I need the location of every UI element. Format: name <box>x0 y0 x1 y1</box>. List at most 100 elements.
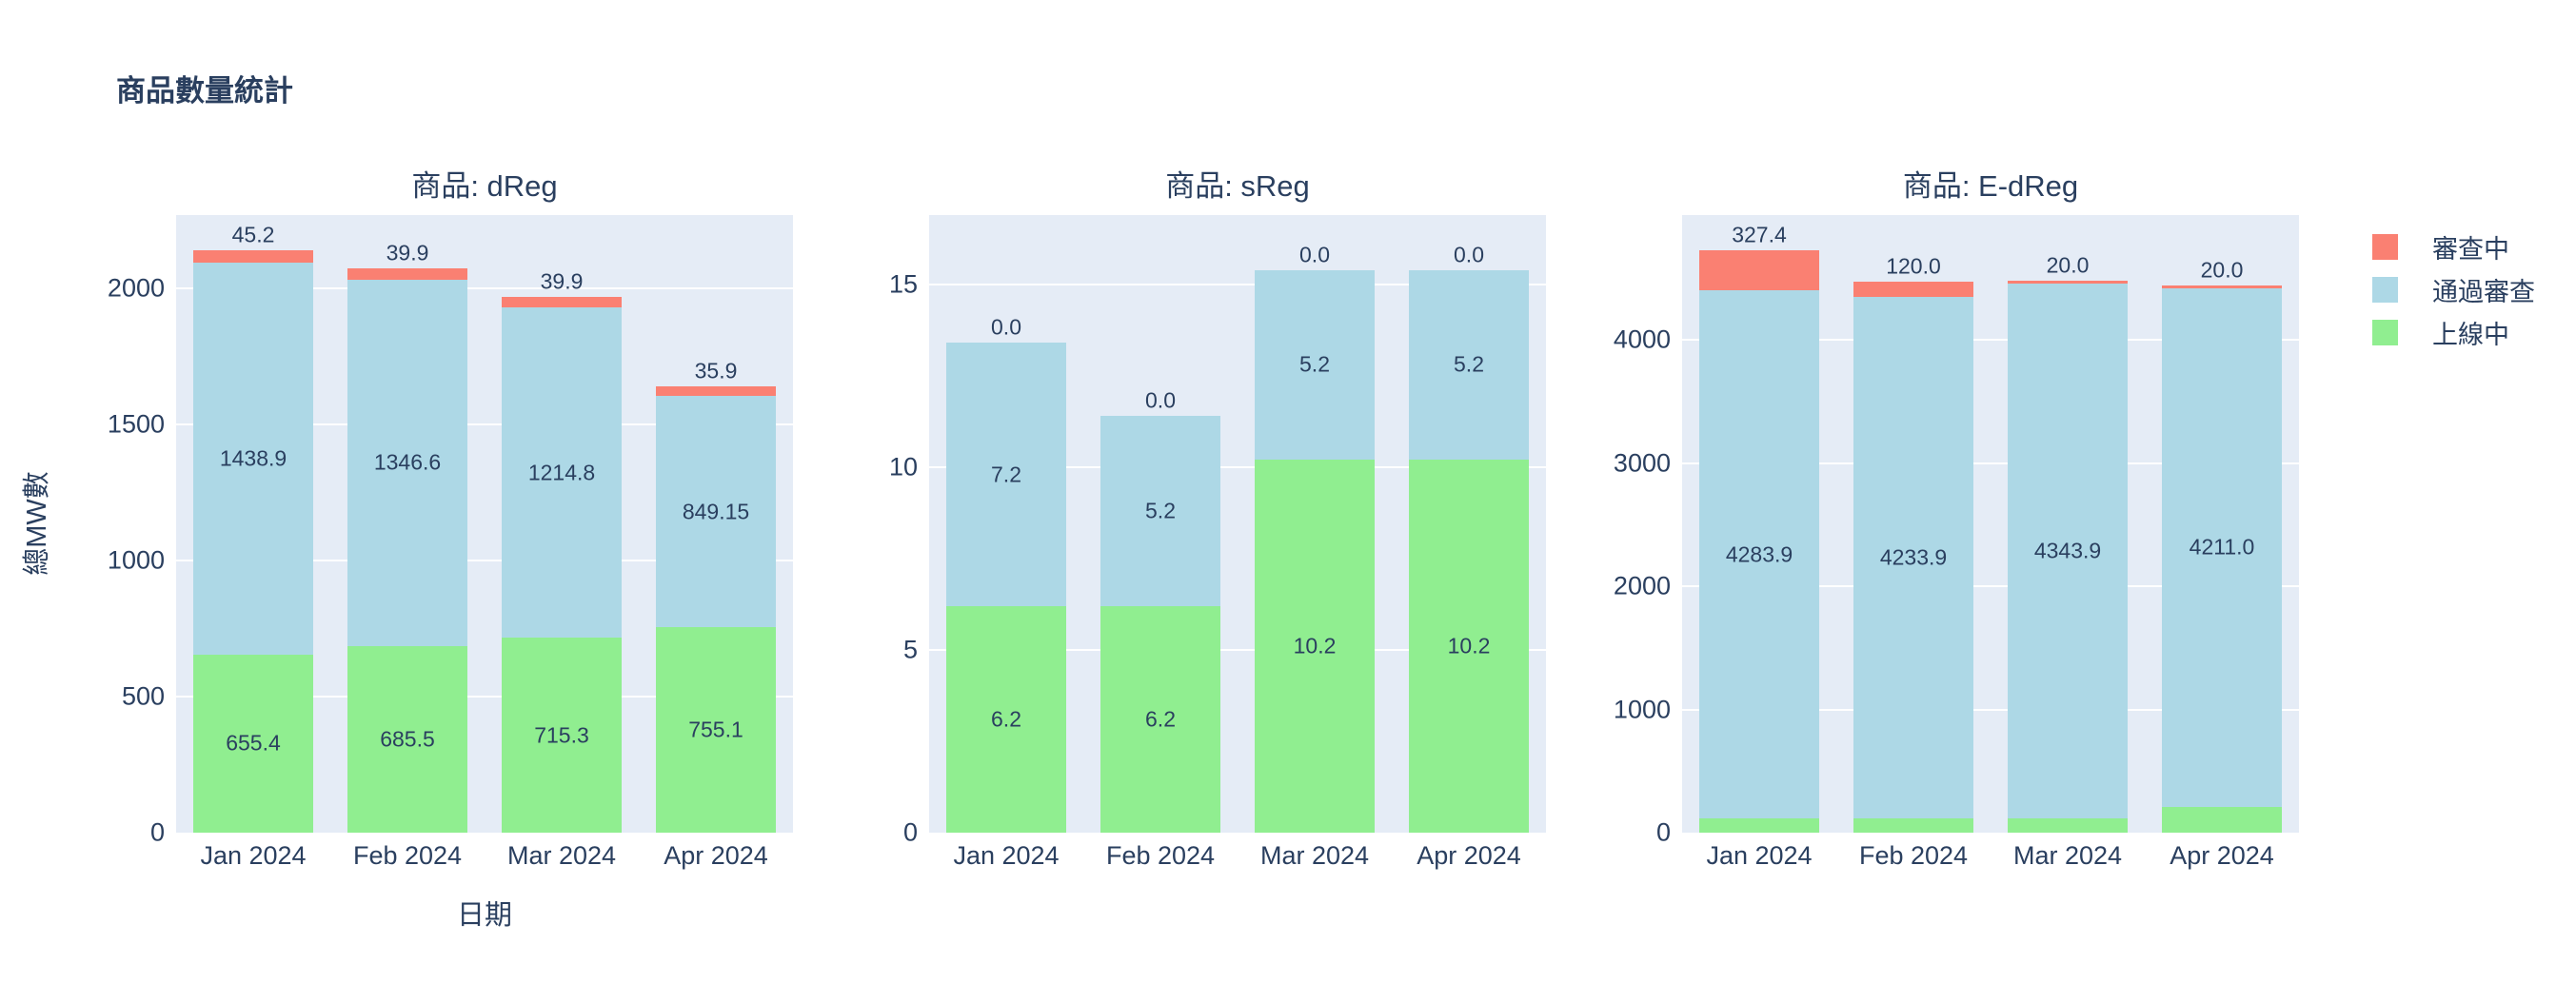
bar-segment-審查中[interactable] <box>1699 249 1819 291</box>
gridline <box>176 423 793 425</box>
bar-segment-審查中[interactable] <box>2008 281 2128 284</box>
gridline <box>1682 462 2299 464</box>
bar-value-label: 755.1 <box>688 717 743 742</box>
y-tick-label: 3000 <box>1613 448 1671 478</box>
bar-segment-通過審查[interactable] <box>1100 416 1220 606</box>
bar-value-label: 39.9 <box>540 268 584 294</box>
legend-item-1[interactable]: 審查中 <box>2372 226 2509 268</box>
bar-value-label: 4343.9 <box>2033 538 2102 563</box>
bar-segment-通過審查[interactable] <box>1409 269 1529 461</box>
bar-segment-通過審查[interactable] <box>1255 269 1375 461</box>
bar-value-label: 120.0 <box>1886 253 1941 279</box>
bar-value-label: 10.2 <box>1293 633 1337 659</box>
bar-value-label: 45.2 <box>231 222 275 247</box>
y-tick-label: 5 <box>902 635 918 664</box>
legend-item-3[interactable]: 上線中 <box>2372 311 2509 354</box>
bar-segment-通過審查[interactable] <box>1699 290 1819 818</box>
legend-swatch <box>2372 320 2398 345</box>
bar-value-label: 35.9 <box>694 358 738 384</box>
y-tick-label: 1500 <box>107 409 165 439</box>
bar-value-label: 327.4 <box>1732 222 1787 247</box>
bar-value-label: 1214.8 <box>527 460 596 485</box>
x-tick-label: Feb 2024 <box>1105 841 1216 870</box>
gridline <box>176 286 793 289</box>
bar-value-label: 4233.9 <box>1879 544 1948 570</box>
bar-segment-上線中[interactable] <box>946 605 1066 833</box>
bar-segment-審查中[interactable] <box>193 250 313 263</box>
bar-segment-上線中[interactable] <box>1853 817 1973 833</box>
bar-segment-通過審查[interactable] <box>946 343 1066 606</box>
x-tick-label: Apr 2024 <box>1417 841 1521 870</box>
x-tick-label: Apr 2024 <box>2170 841 2274 870</box>
gridline <box>929 283 1546 285</box>
bar-value-label: 6.2 <box>991 706 1021 732</box>
bar-segment-上線中[interactable] <box>502 638 622 833</box>
legend-item-label: 通過審查 <box>2432 278 2535 306</box>
bar-value-label: 715.3 <box>534 722 589 748</box>
bar-segment-通過審查[interactable] <box>2008 283 2128 818</box>
x-tick-label: Jan 2024 <box>1706 841 1813 870</box>
bar-segment-審查中[interactable] <box>2162 285 2282 288</box>
gridline <box>176 695 793 698</box>
legend-item-label: 上線中 <box>2432 321 2509 349</box>
gridline <box>1682 339 2299 342</box>
bar-value-label: 4283.9 <box>1725 541 1793 567</box>
y-axis-title: 總MW數 <box>22 471 52 576</box>
bar-value-label: 20.0 <box>2200 257 2244 283</box>
x-tick-label: Jan 2024 <box>200 841 307 870</box>
x-tick-label: Mar 2024 <box>2012 841 2123 870</box>
x-tick-label: Feb 2024 <box>352 841 463 870</box>
subplot-title-dReg: 商品: dReg <box>411 169 558 203</box>
y-tick-label: 10 <box>888 452 918 482</box>
bar-segment-通過審查[interactable] <box>347 279 467 646</box>
bar-segment-上線中[interactable] <box>2162 807 2282 833</box>
bar-value-label: 5.2 <box>1299 351 1330 377</box>
bar-value-label: 0.0 <box>991 314 1021 340</box>
bar-segment-上線中[interactable] <box>1409 460 1529 833</box>
bar-segment-上線中[interactable] <box>656 627 776 833</box>
y-tick-label: 500 <box>121 681 165 711</box>
x-tick-label: Jan 2024 <box>953 841 1060 870</box>
bar-value-label: 5.2 <box>1454 351 1484 377</box>
bar-value-label: 1346.6 <box>373 449 442 475</box>
bar-segment-審查中[interactable] <box>1853 282 1973 297</box>
bar-segment-審查中[interactable] <box>656 385 776 397</box>
subplot-title-sReg: 商品: sReg <box>1165 169 1310 203</box>
subplot-title-E-dReg: 商品: E-dReg <box>1902 169 2079 203</box>
bar-segment-通過審查[interactable] <box>1853 296 1973 818</box>
y-tick-label: 1000 <box>107 545 165 575</box>
gridline <box>1682 585 2299 588</box>
bar-segment-上線中[interactable] <box>1255 460 1375 833</box>
bar-segment-審查中[interactable] <box>347 268 467 280</box>
y-tick-label: 1000 <box>1613 695 1671 724</box>
bar-segment-上線中[interactable] <box>1100 605 1220 833</box>
y-tick-label: 2000 <box>107 273 165 303</box>
bar-segment-通過審查[interactable] <box>656 396 776 627</box>
bar-value-label: 6.2 <box>1145 706 1176 732</box>
bar-value-label: 0.0 <box>1299 242 1330 267</box>
legend-item-2[interactable]: 通過審查 <box>2372 268 2535 311</box>
gridline <box>929 648 1546 651</box>
gridline <box>1682 708 2299 711</box>
bar-value-label: 849.15 <box>682 499 750 524</box>
bar-segment-通過審查[interactable] <box>2162 287 2282 808</box>
y-tick-label: 0 <box>149 817 165 847</box>
legend-swatch <box>2372 234 2398 260</box>
bar-segment-上線中[interactable] <box>1699 817 1819 833</box>
bar-value-label: 685.5 <box>380 726 435 752</box>
bar-segment-通過審查[interactable] <box>193 262 313 655</box>
x-tick-label: Apr 2024 <box>664 841 768 870</box>
bar-segment-上線中[interactable] <box>347 645 467 833</box>
chart-title: 商品數量統計 <box>116 74 293 108</box>
legend-item-label: 審查中 <box>2432 235 2509 264</box>
bar-value-label: 0.0 <box>1145 387 1176 413</box>
bar-segment-通過審查[interactable] <box>502 306 622 639</box>
bar-value-label: 39.9 <box>386 240 429 266</box>
bar-value-label: 0.0 <box>1454 242 1484 267</box>
bar-segment-審查中[interactable] <box>502 296 622 307</box>
y-tick-label: 15 <box>888 269 918 299</box>
bar-segment-上線中[interactable] <box>193 654 313 833</box>
bar-segment-上線中[interactable] <box>2008 817 2128 833</box>
bar-value-label: 20.0 <box>2046 252 2090 278</box>
